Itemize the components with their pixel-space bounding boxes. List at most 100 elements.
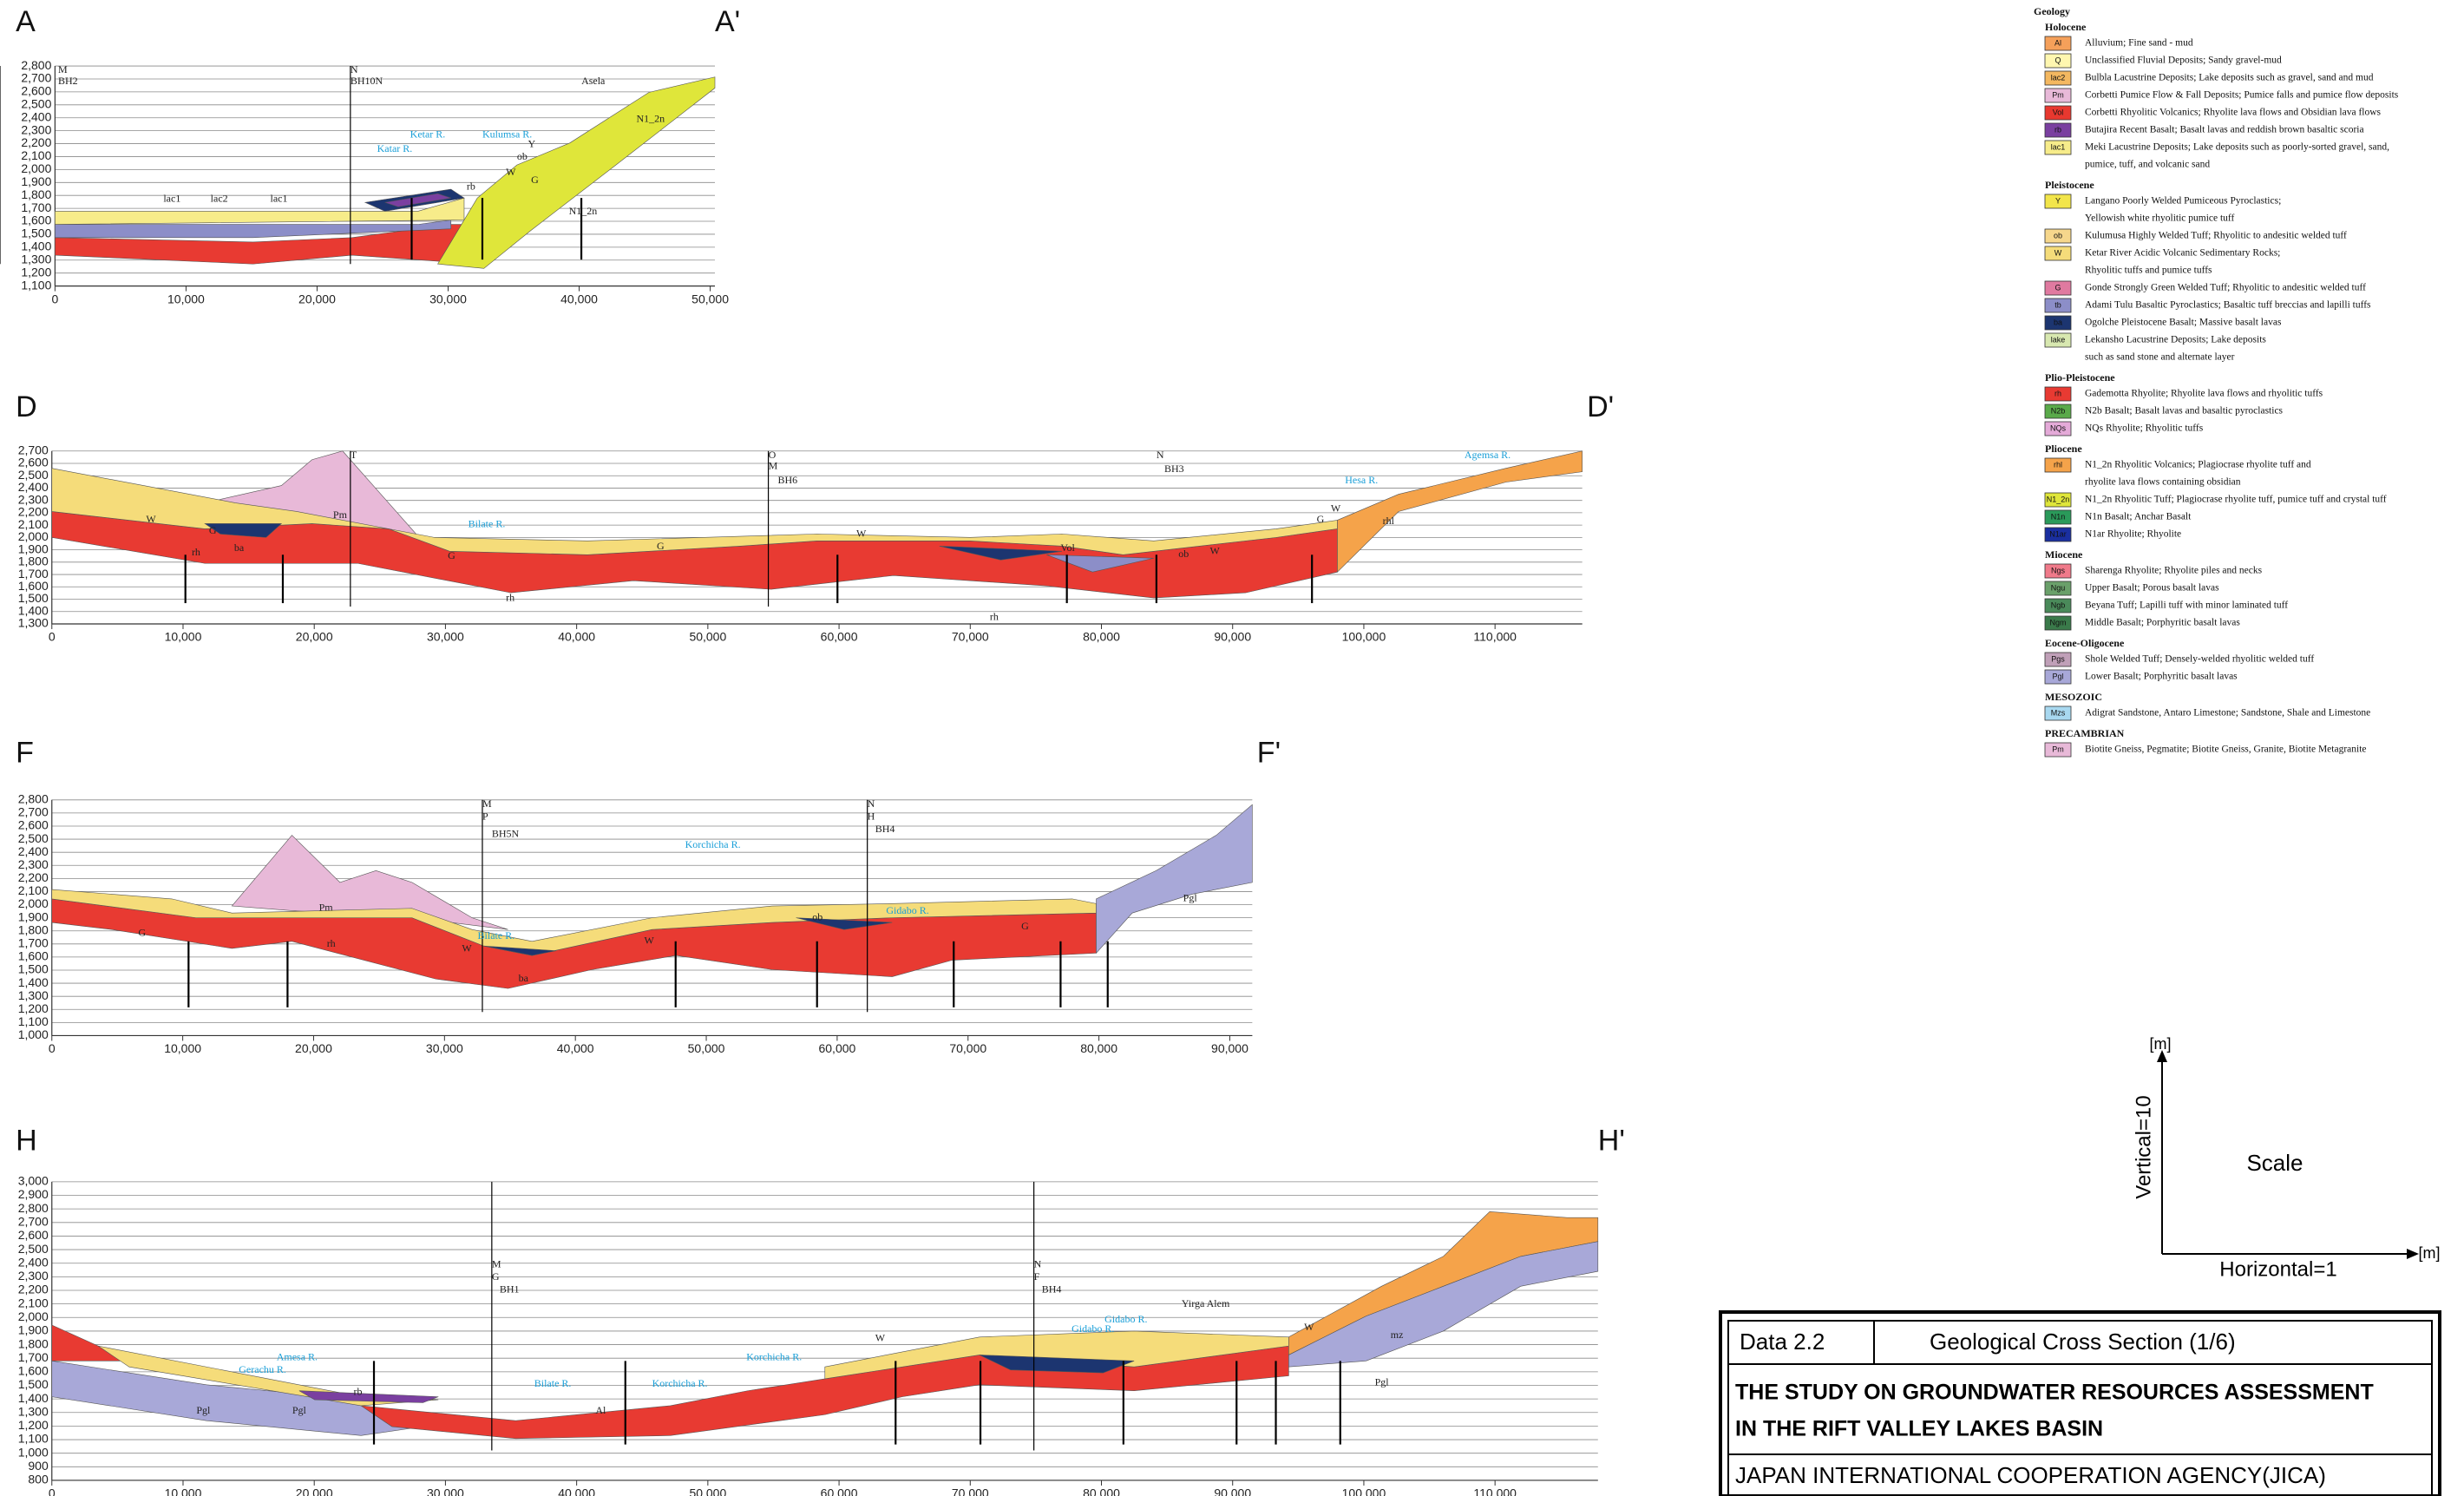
- legend-code: N1n: [2051, 512, 2066, 521]
- legend-group: Holocene: [2045, 21, 2087, 33]
- annotation: W: [1304, 1321, 1314, 1333]
- agency: JAPAN INTERNATIONAL COOPERATION AGENCY(J…: [1735, 1462, 2326, 1488]
- legend-code: tb: [2054, 300, 2061, 309]
- legend-code: W: [2054, 248, 2062, 257]
- legend-group: Plio-Pleistocene: [2045, 371, 2115, 384]
- legend-code: Y: [2055, 196, 2061, 205]
- annotation: N: [1157, 449, 1164, 461]
- legend-group: Miocene: [2045, 548, 2083, 561]
- legend-code: G: [2054, 283, 2061, 292]
- annotation: G: [209, 524, 217, 536]
- x-tick-label: 0: [49, 1486, 56, 1496]
- y-tick-label: 2,700: [18, 1214, 49, 1228]
- annotation: Pgl: [292, 1404, 307, 1416]
- river-label: Gidabo R.: [886, 904, 928, 916]
- annotation: rh: [192, 546, 200, 558]
- y-tick-label: 2,100: [18, 1296, 49, 1309]
- x-tick-label: 30,000: [427, 630, 464, 644]
- legend-code: Pm: [2052, 90, 2064, 99]
- annotation: W: [1209, 544, 1220, 556]
- river-label: Amesa R.: [277, 1350, 318, 1362]
- legend-description: Meki Lacustrine Deposits; Lake deposits …: [2085, 142, 2389, 153]
- annotation: G: [448, 549, 455, 561]
- legend-code: ob: [2054, 231, 2062, 239]
- y-tick-label: 2,200: [18, 1283, 49, 1296]
- scale-unit: [m]: [2150, 1035, 2172, 1053]
- scale-horizontal: Horizontal=1: [2219, 1257, 2336, 1281]
- page: {"sections":[ {"start_label":"A","end_la…: [0, 0, 2464, 1496]
- scale-vertical: Vertical=10: [2132, 1095, 2155, 1198]
- legend-description: Bulbla Lacustrine Deposits; Lake deposit…: [2085, 73, 2374, 83]
- y-tick-label: 2,400: [18, 1255, 49, 1269]
- legend-group: Pliocene: [2045, 443, 2082, 455]
- y-tick-label: 1,400: [21, 239, 51, 253]
- legend-code: Ngm: [2049, 618, 2066, 627]
- annotation: Y: [528, 137, 535, 149]
- annotation: G: [138, 926, 146, 938]
- annotation: BH1: [500, 1283, 520, 1296]
- y-tick-label: 1,500: [21, 226, 51, 240]
- y-tick-label: 1,600: [18, 1364, 49, 1378]
- annotation: W: [856, 527, 867, 539]
- legend-code: rb: [2054, 125, 2061, 134]
- y-tick-label: 1,200: [18, 1001, 49, 1015]
- study-title: THE STUDY ON GROUNDWATER RESOURCES ASSES…: [1735, 1381, 2374, 1405]
- y-tick-label: 2,000: [18, 1309, 49, 1323]
- legend-title: Geology: [2034, 5, 2070, 17]
- annotation: BH4: [875, 823, 895, 835]
- annotation: W: [1331, 502, 1341, 515]
- river-label: Katar R.: [377, 142, 413, 154]
- annotation: Asela: [581, 75, 606, 87]
- y-tick-label: 1,600: [18, 949, 49, 963]
- annotation: G: [531, 174, 539, 186]
- annotation: rb: [353, 1385, 362, 1397]
- legend-description: Yellowish white rhyolitic pumice tuff: [2085, 213, 2235, 224]
- y-tick-label: 2,600: [18, 818, 49, 832]
- legend-description: Corbetti Pumice Flow & Fall Deposits; Pu…: [2085, 90, 2399, 101]
- x-tick-label: 20,000: [296, 1486, 333, 1496]
- annotation: lac2: [211, 193, 228, 205]
- x-tick-label: 30,000: [426, 1041, 463, 1055]
- y-tick-label: 2,900: [18, 1187, 49, 1201]
- section-start: H: [16, 1125, 37, 1158]
- legend-group: Pleistocene: [2045, 179, 2094, 191]
- y-tick-label: 1,400: [18, 1391, 49, 1405]
- section-end: A': [715, 5, 740, 38]
- y-tick-label: 1,500: [18, 962, 49, 976]
- x-tick-label: 10,000: [165, 630, 202, 644]
- legend-code: lake: [2051, 335, 2066, 344]
- section-end: F': [1257, 736, 1281, 769]
- y-tick-label: 2,800: [18, 792, 49, 806]
- y-tick-label: 1,900: [18, 909, 49, 923]
- annotation: rh: [327, 937, 336, 949]
- annotation: M: [769, 460, 778, 472]
- legend-description: Beyana Tuff; Lapilli tuff with minor lam…: [2085, 600, 2288, 611]
- legend-code: ba: [2054, 318, 2062, 326]
- legend-description: Gademotta Rhyolite; Rhyolite lava flows …: [2085, 389, 2323, 399]
- cross-section: 3,0002,9002,8002,7002,6002,5002,4002,300…: [16, 1125, 1625, 1496]
- x-tick-label: 10,000: [164, 1041, 201, 1055]
- y-tick-label: 2,500: [18, 1242, 49, 1256]
- y-tick-label: 3,000: [18, 1174, 49, 1188]
- cross-section: 2,8002,7002,6002,5002,4002,3002,2002,100…: [16, 736, 1281, 1055]
- annotation: W: [645, 935, 655, 947]
- x-tick-label: 90,000: [1214, 1486, 1251, 1496]
- arrow: [2407, 1249, 2419, 1259]
- legend-group: Eocene-Oligocene: [2045, 637, 2125, 649]
- scale-title: Scale: [2246, 1150, 2303, 1176]
- scale-unit: [m]: [2419, 1244, 2441, 1262]
- legend-code: Ngs: [2051, 566, 2066, 574]
- y-tick-label: 900: [28, 1459, 49, 1473]
- annotation: Pgl: [1375, 1375, 1390, 1388]
- annotation: H: [868, 810, 875, 822]
- x-tick-label: 40,000: [558, 630, 595, 644]
- y-tick-label: 2,800: [21, 58, 51, 72]
- annotation: BH10N: [351, 75, 383, 87]
- legend-description: Gonde Strongly Green Welded Tuff; Rhyoli…: [2085, 283, 2366, 293]
- legend-description: pumice, tuff, and volcanic sand: [2085, 160, 2210, 170]
- caption: Geological Cross Section (1/6): [1930, 1329, 2236, 1355]
- legend-description: Kulumusa Highly Welded Tuff; Rhyolitic t…: [2085, 231, 2347, 241]
- legend-group: MESOZOIC: [2045, 691, 2102, 703]
- river-label: Agemsa R.: [1465, 449, 1511, 461]
- study-title: IN THE RIFT VALLEY LAKES BASIN: [1735, 1417, 2103, 1441]
